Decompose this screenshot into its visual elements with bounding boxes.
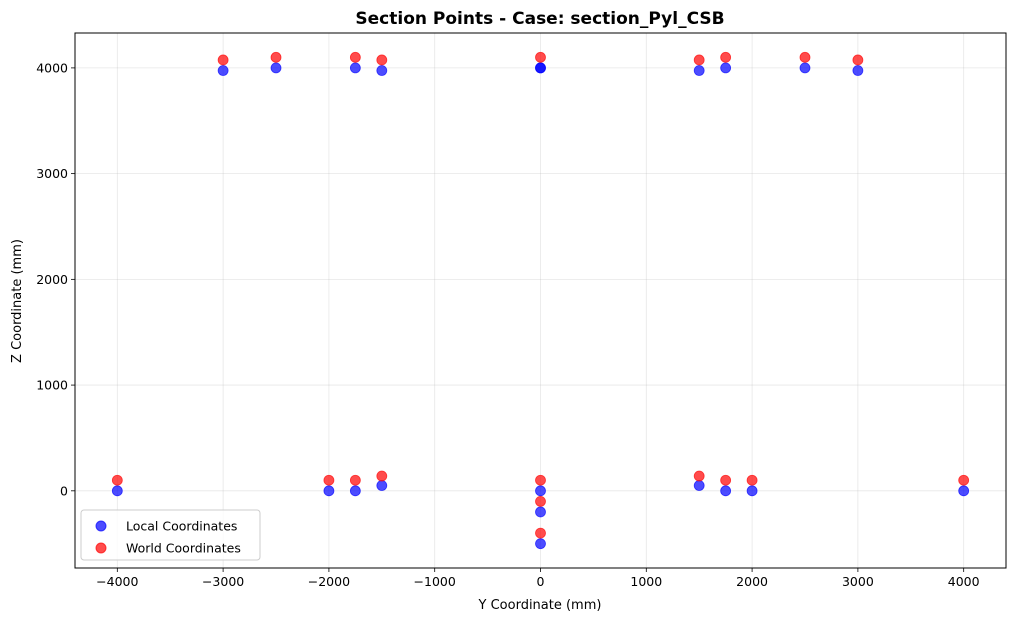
world-point (958, 474, 970, 486)
world-point (270, 51, 282, 63)
x-tick-label: 1000 (630, 574, 662, 589)
world-point (746, 474, 758, 486)
world-point (720, 51, 732, 63)
local-point (799, 62, 811, 74)
y-tick-label: 4000 (36, 60, 68, 75)
local-point (323, 485, 335, 497)
x-tick-label: 3000 (842, 574, 874, 589)
local-point (376, 65, 388, 76)
local-point (693, 65, 705, 76)
x-tick-label: 4000 (948, 574, 980, 589)
local-point (535, 62, 546, 74)
local-point (535, 506, 546, 518)
local-point (217, 65, 229, 76)
local-point (720, 62, 732, 74)
world-point (720, 474, 732, 486)
local-point (349, 62, 361, 74)
world-point (349, 51, 361, 63)
world-point (535, 527, 546, 539)
x-tick-label: −3000 (202, 574, 244, 589)
world-point (349, 474, 361, 486)
world-point (535, 474, 546, 486)
local-point (693, 480, 705, 491)
x-tick-label: 0 (537, 574, 545, 589)
local-point (852, 65, 864, 76)
legend-label: World Coordinates (126, 541, 241, 556)
world-point (217, 54, 229, 66)
local-point (746, 485, 758, 497)
world-point (799, 51, 811, 63)
legend: Local Coordinates World Coordinates (80, 509, 261, 561)
local-point (376, 480, 388, 491)
x-tick-label: 2000 (736, 574, 768, 589)
world-point (693, 470, 705, 482)
y-tick-label: 0 (60, 483, 68, 498)
legend-box (80, 509, 261, 561)
world-point (111, 474, 123, 486)
world-point (693, 54, 705, 66)
local-point (720, 485, 732, 497)
y-tick-label: 3000 (36, 166, 68, 181)
legend-label: Local Coordinates (126, 519, 237, 534)
points-layer (111, 51, 970, 550)
world-point (535, 495, 546, 507)
world-point (535, 51, 546, 63)
legend-marker (95, 520, 107, 532)
world-point (323, 474, 335, 486)
x-tick-label: −4000 (96, 574, 138, 589)
local-point (349, 485, 361, 497)
world-point (852, 54, 864, 66)
local-point (958, 485, 970, 497)
legend-marker (95, 542, 107, 554)
x-tick-label: −2000 (308, 574, 350, 589)
x-tick-label: −1000 (414, 574, 456, 589)
x-axis-label: Y Coordinate (mm) (478, 598, 602, 613)
world-point (376, 470, 388, 482)
ticks-layer: −4000 −3000 −2000 −1000 0 1000 2000 3000 4000 0 10… (36, 60, 979, 589)
local-point (535, 538, 546, 550)
y-axis-label: Z Coordinate (mm) (10, 239, 25, 363)
y-tick-label: 2000 (36, 272, 68, 287)
world-point (376, 54, 388, 66)
chart-title: Section Points - Case: section_Pyl_CSB (355, 9, 724, 29)
y-tick-label: 1000 (36, 378, 68, 393)
local-point (270, 62, 282, 74)
local-point (111, 485, 123, 497)
local-point (535, 485, 546, 497)
